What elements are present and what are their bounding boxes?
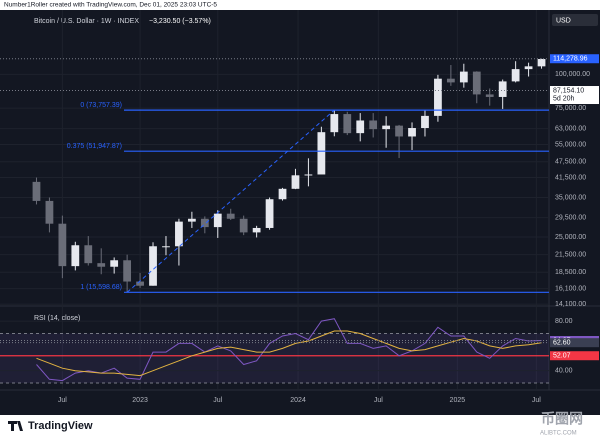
pane-title: RSI (14, close): [34, 315, 80, 322]
candle-body: [317, 132, 326, 175]
x-tick-label: 2025: [450, 397, 466, 404]
y-tick-label: 16,100.00: [555, 285, 586, 292]
candle-body: [187, 218, 196, 222]
candle-body: [278, 188, 287, 200]
price-label-box: [550, 54, 599, 64]
rsi-line: [36, 330, 542, 377]
brand-name: TradingView: [28, 420, 93, 432]
x-tick-label: 2023: [132, 397, 148, 404]
level-label-box: [550, 351, 599, 361]
countdown: 5d 20h: [553, 95, 575, 102]
candle-body: [97, 263, 106, 267]
candle-body: [200, 218, 209, 228]
candle-body: [524, 66, 533, 70]
candle-body: [213, 213, 222, 228]
brand: TradingView: [8, 420, 93, 432]
candle-body: [58, 223, 67, 267]
candle-body: [408, 128, 416, 137]
candle-body: [330, 114, 339, 133]
candle-body: [162, 246, 170, 248]
candle-body: [110, 260, 119, 267]
candle-body: [356, 120, 365, 134]
y-tick-label: 100,000.00: [555, 71, 590, 78]
level-label: 52.07: [553, 353, 571, 360]
currency-box[interactable]: [552, 14, 598, 26]
fib-label: 1 (15,598.68): [80, 284, 122, 291]
candle-body: [175, 221, 183, 247]
x-tick-label: Jul: [213, 397, 222, 404]
x-tick-label: Jul: [374, 397, 383, 404]
candle-body: [434, 78, 442, 116]
candle-body: [45, 200, 54, 224]
y-tick-label: 25,000.00: [555, 234, 586, 241]
brand-logo: [8, 421, 23, 431]
x-tick-label: 2024: [290, 397, 306, 404]
candle-body: [84, 245, 93, 264]
candle-body: [382, 125, 391, 130]
price-label: 62.60: [553, 340, 571, 347]
y-tick-label: 14,100.00: [555, 301, 586, 308]
price-label: 87,154.10: [553, 87, 584, 94]
symbol: Bitcoin / U.S. Dollar · 1W · INDEX: [34, 18, 139, 25]
candle-body: [304, 174, 313, 176]
candle-body: [32, 181, 41, 201]
y-tick-label: 18,500.00: [555, 269, 586, 276]
candle-body: [252, 227, 261, 233]
candle-body: [265, 199, 274, 228]
candle-body: [136, 281, 144, 286]
candle-body: [472, 71, 481, 95]
fib-label: 0.375 (51,947.87): [67, 143, 122, 150]
y-tick-label: 21,500.00: [555, 252, 586, 259]
price-label: 114,278.96: [553, 56, 588, 63]
candle-body: [498, 81, 507, 97]
y-tick-label: 80.00: [555, 318, 573, 325]
rsi-line: [36, 318, 542, 382]
candle-body: [421, 115, 429, 129]
trend-line: [126, 109, 335, 293]
price-label-box: [550, 86, 599, 105]
candle-body: [239, 218, 248, 233]
candle-body: [149, 246, 157, 286]
candle-body: [395, 125, 403, 137]
y-tick-label: 63,000.00: [555, 125, 586, 132]
watermark-url: ALIBTC.COM: [540, 431, 577, 437]
candle-body: [459, 71, 468, 83]
attribution: Number1Roller created with TradingView.c…: [4, 2, 217, 9]
y-tick-label: 55,000.00: [555, 141, 586, 148]
x-tick-label: Jul: [532, 397, 541, 404]
price-label-box: [550, 338, 599, 348]
y-tick-label: 35,000.00: [555, 194, 586, 201]
x-tick-label: Jul: [58, 397, 67, 404]
candle-body: [511, 69, 520, 82]
candle-body: [537, 59, 546, 67]
y-tick-label: 40.00: [555, 368, 573, 375]
y-tick-label: 29,500.00: [555, 214, 586, 221]
rsi-band: [0, 333, 549, 384]
currency[interactable]: USD: [556, 17, 571, 24]
candle-body: [485, 94, 494, 97]
candle-body: [446, 78, 455, 83]
change: −3,230.50 (−3.57%): [149, 18, 211, 25]
candle-body: [226, 213, 235, 219]
watermark: 币圈网: [541, 411, 583, 427]
candle-body: [343, 114, 352, 134]
candle-body: [369, 120, 378, 130]
candle-body: [71, 245, 80, 267]
y-tick-label: 41,500.00: [555, 174, 586, 181]
fib-label: 0 (73,757.39): [80, 102, 122, 109]
candle-body: [291, 175, 300, 189]
y-tick-label: 75,000.00: [555, 105, 586, 112]
y-tick-label: 47,500.00: [555, 159, 586, 166]
candle-body: [123, 260, 132, 282]
